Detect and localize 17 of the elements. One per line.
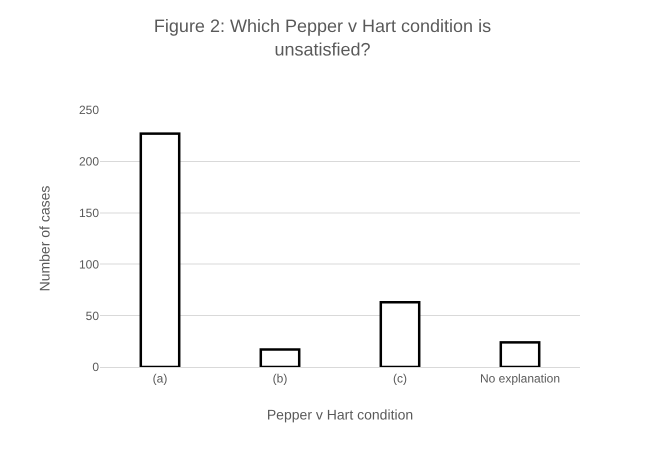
y-tick-label: 200 [78, 154, 100, 169]
y-tick-label: 250 [78, 103, 100, 118]
bar [140, 132, 180, 367]
x-tick-label: (c) [393, 371, 407, 386]
y-tick-label: 50 [86, 308, 100, 323]
x-tick-label: (a) [152, 371, 168, 386]
y-axis-title: Number of cases [36, 186, 53, 292]
y-tick-label: 150 [78, 206, 100, 220]
x-tick-label: No explanation [480, 371, 560, 386]
bar [260, 348, 300, 367]
chart-title: Figure 2: Which Pepper v Hart condition is unsatisfied? [154, 16, 492, 60]
x-tick-label: (b) [272, 371, 288, 386]
x-axis-title: Pepper v Hart condition [266, 406, 414, 423]
bar [380, 300, 420, 367]
y-tick-label: 0 [92, 360, 100, 374]
y-tick-label: 100 [78, 257, 100, 272]
bar [500, 341, 540, 367]
